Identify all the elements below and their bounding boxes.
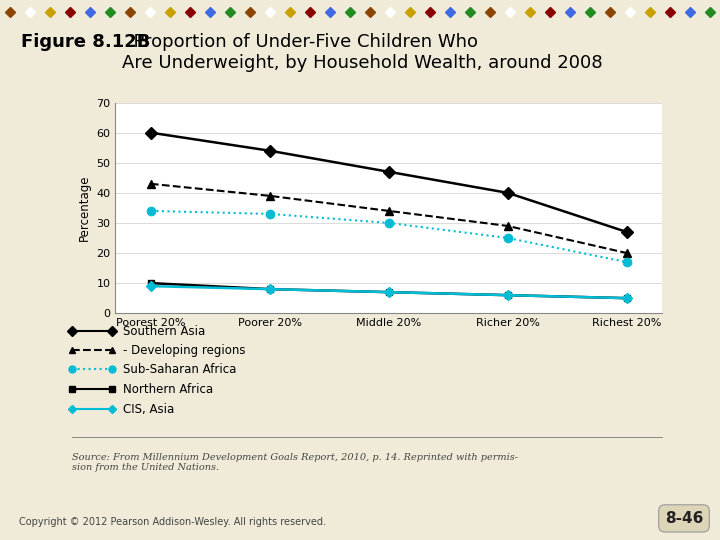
Line: CIS, Asia: CIS, Asia: [148, 282, 630, 302]
Southern Asia: [503, 190, 512, 196]
Y-axis label: Percentage: Percentage: [78, 174, 91, 241]
Southern Asia: [147, 130, 156, 136]
Line: Sub-Saharan Africa: Sub-Saharan Africa: [147, 207, 631, 266]
Northern Africa: [503, 292, 512, 299]
Southern Asia: [622, 229, 631, 235]
Line: - Developing regions: - Developing regions: [147, 180, 631, 257]
Text: 8-46: 8-46: [665, 511, 703, 526]
- Developing regions: [384, 208, 393, 214]
Northern Africa: [384, 289, 393, 295]
Line: Northern Africa: Northern Africa: [148, 280, 630, 302]
- Developing regions: [503, 222, 512, 229]
CIS, Asia: [147, 283, 156, 289]
- Developing regions: [147, 180, 156, 187]
Northern Africa: [266, 286, 274, 292]
CIS, Asia: [622, 295, 631, 301]
Sub-Saharan Africa: [622, 259, 631, 265]
CIS, Asia: [503, 292, 512, 299]
Northern Africa: [147, 280, 156, 286]
Text: Copyright © 2012 Pearson Addison-Wesley. All rights reserved.: Copyright © 2012 Pearson Addison-Wesley.…: [19, 517, 326, 528]
Text: Northern Africa: Northern Africa: [124, 383, 214, 396]
Text: CIS, Asia: CIS, Asia: [124, 403, 175, 416]
CIS, Asia: [384, 289, 393, 295]
Text: Source: From Millennium Development Goals Report, 2010, p. 14. Reprinted with pe: Source: From Millennium Development Goal…: [72, 453, 518, 472]
Southern Asia: [384, 168, 393, 175]
Line: Southern Asia: Southern Asia: [147, 129, 631, 236]
Sub-Saharan Africa: [147, 208, 156, 214]
- Developing regions: [266, 193, 274, 199]
- Developing regions: [622, 250, 631, 256]
Sub-Saharan Africa: [384, 220, 393, 226]
CIS, Asia: [266, 286, 274, 292]
Southern Asia: [266, 147, 274, 154]
Text: Proportion of Under-Five Children Who
Are Underweight, by Household Wealth, arou: Proportion of Under-Five Children Who Ar…: [122, 33, 602, 72]
Text: Figure 8.12B: Figure 8.12B: [22, 33, 150, 51]
Text: Southern Asia: Southern Asia: [124, 325, 206, 338]
Text: - Developing regions: - Developing regions: [124, 343, 246, 357]
Sub-Saharan Africa: [266, 211, 274, 217]
Sub-Saharan Africa: [503, 235, 512, 241]
Text: Sub-Saharan Africa: Sub-Saharan Africa: [124, 363, 237, 376]
Northern Africa: [622, 295, 631, 301]
